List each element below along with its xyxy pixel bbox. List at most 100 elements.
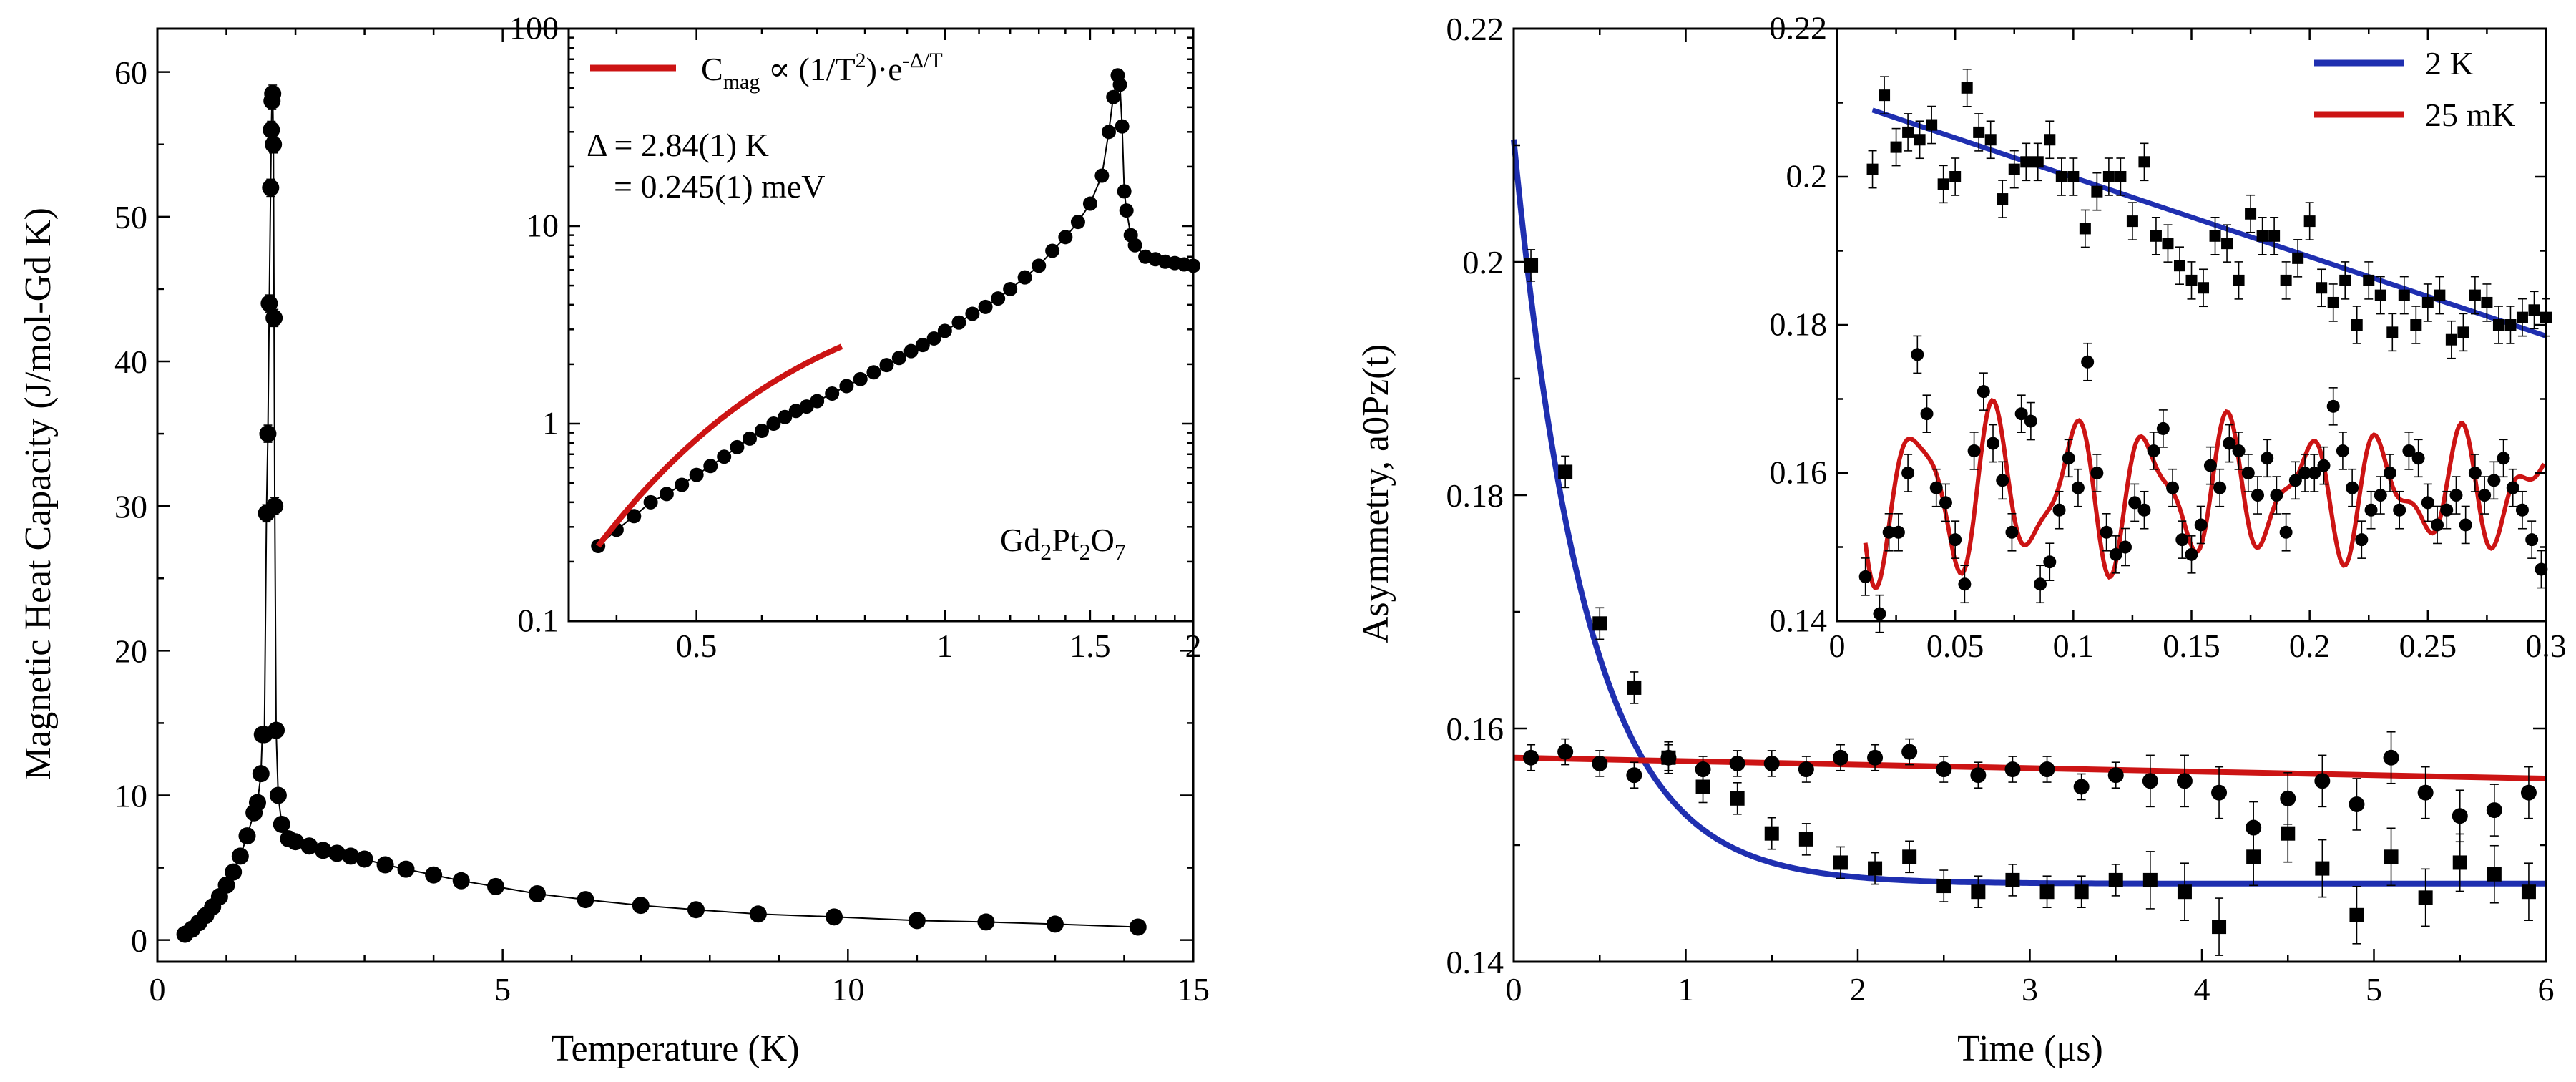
- x-tick-label: 6: [2538, 971, 2555, 1008]
- heat-capacity-point: [328, 844, 346, 862]
- inset-25mk-circle: [1858, 570, 1872, 583]
- inset-data-point: [1082, 196, 1097, 211]
- inset-25mk-circle: [2024, 414, 2037, 428]
- heat-capacity-point: [259, 425, 277, 443]
- x-tick-label: 10: [831, 971, 864, 1008]
- inset-2k-square: [2292, 252, 2304, 264]
- inset-25mk-circle: [1967, 444, 1981, 457]
- heat-capacity-point: [287, 833, 305, 851]
- inset-25mk-circle: [2166, 481, 2180, 494]
- inset-25mk-circle: [2203, 459, 2217, 472]
- inset-data-point: [754, 423, 769, 438]
- inset-data-point: [951, 315, 966, 330]
- y-tick-label: 0.22: [1446, 11, 1504, 47]
- y-tick-label: 10: [114, 778, 147, 814]
- inset-2k-square: [2410, 319, 2422, 331]
- y-tick-label: 0.16: [1446, 711, 1504, 747]
- inset-2k-square: [2374, 289, 2386, 301]
- inset-2k-square: [2316, 282, 2328, 294]
- data-25mk-circle: [2349, 796, 2365, 812]
- left-inset-ticks: 0.5 1 1.5 2 0.1 1 10 100: [509, 10, 1202, 664]
- right-inset-ticks: 0 0.05 0.1 0.15 0.2 0.25 0.3 0.14 0.16 0.18 0.2 0.2…: [1770, 10, 2567, 664]
- data-2k-square: [1798, 832, 1813, 847]
- inset-data-point: [853, 371, 868, 386]
- inset-25mk-circle: [2279, 525, 2293, 539]
- y-tick-label: 1: [542, 405, 559, 442]
- inset-2k-square: [2351, 319, 2363, 331]
- inset-2k-square: [2303, 215, 2316, 228]
- inset-25mk-circle: [2288, 474, 2302, 487]
- heat-capacity-point: [908, 912, 926, 930]
- right-main-data: [1511, 139, 2547, 956]
- x-tick-label: 1.5: [1069, 628, 1111, 664]
- inset-fit-2k-line: [1871, 107, 2547, 338]
- x-tick-label: 4: [2194, 971, 2210, 1008]
- data-25mk-circle: [2246, 819, 2262, 836]
- inset-2k-square: [2055, 171, 2067, 182]
- inset-2k-square: [2492, 319, 2504, 331]
- inset-2k-square: [2268, 230, 2281, 242]
- inset-2k-square: [2445, 333, 2457, 346]
- inset-2k-square: [1997, 193, 2009, 205]
- inset-25mk-circle: [2175, 533, 2189, 547]
- data-2k-square: [1730, 791, 1745, 806]
- inset-2k-square: [2256, 230, 2268, 242]
- x-tick-label: 0.05: [1926, 628, 1984, 664]
- inset-2k-square: [2067, 171, 2080, 182]
- inset-25mk-circle: [2119, 540, 2132, 554]
- x-tick-label: 1: [1678, 971, 1694, 1008]
- data-2k-square: [1627, 680, 1642, 695]
- inset-2k-square: [2363, 274, 2375, 286]
- heat-capacity-point: [376, 856, 394, 874]
- inset-25mk-circle: [2326, 399, 2340, 413]
- inset-2k-square: [2138, 156, 2150, 168]
- inset-2k-square: [2008, 163, 2020, 175]
- inset-2k-square: [2516, 311, 2528, 323]
- inset-25mk-circle: [2402, 444, 2416, 457]
- data-25mk-circle: [2073, 779, 2090, 795]
- y-tick-label: 0.1: [518, 603, 559, 639]
- inset-2k-square: [1926, 119, 1938, 131]
- inset-2k-square: [2221, 238, 2233, 250]
- legend-25mk-label: 25 mK: [2425, 97, 2516, 133]
- inset-25mk-circle: [2100, 525, 2113, 539]
- inset-25mk-circle: [2241, 467, 2255, 479]
- x-tick-label: 0: [1829, 628, 1846, 664]
- heat-capacity-point: [238, 827, 256, 845]
- data-2k-square: [2384, 849, 2399, 864]
- x-tick-label: 0.5: [676, 628, 718, 664]
- inset-25mk-circle: [2374, 489, 2387, 502]
- data-2k-square: [2142, 872, 2158, 887]
- data-2k-square: [2212, 920, 2227, 935]
- x-tick-label: 1: [936, 628, 953, 664]
- inset-data-point: [810, 394, 825, 409]
- inset-25mk-circle: [1939, 496, 1952, 510]
- heat-capacity-point: [265, 135, 283, 153]
- heat-capacity-point: [632, 897, 650, 915]
- inset-fit-curve: [596, 343, 843, 548]
- inset-25mk-circle: [2411, 452, 2425, 465]
- heat-capacity-point: [577, 891, 594, 909]
- data-25mk-circle: [1798, 761, 1814, 778]
- inset-data-point: [903, 343, 919, 359]
- inset-25mk-circle: [1873, 607, 1886, 620]
- inset-2k-square: [2398, 289, 2410, 301]
- inset-25mk-circle: [2355, 533, 2369, 547]
- y-tick-label: 10: [526, 208, 559, 244]
- inset-25mk-circle: [2081, 355, 2095, 369]
- data-25mk-circle: [1901, 744, 1918, 760]
- right-xlabel: Time (μs): [1957, 1028, 2103, 1069]
- inset-data-point: [643, 494, 658, 510]
- inset-25mk-circle: [2270, 489, 2283, 502]
- inset-2k-square: [1949, 171, 1962, 182]
- inset-data-point: [926, 331, 941, 346]
- inset-data-point: [1003, 281, 1018, 296]
- heat-capacity-point: [264, 84, 282, 102]
- heat-capacity-point: [252, 765, 270, 783]
- data-25mk-circle: [2383, 749, 2399, 766]
- heat-capacity-point: [260, 295, 278, 313]
- y-tick-label: 0.16: [1770, 454, 1828, 491]
- inset-2k-square: [2339, 274, 2351, 286]
- data-25mk-circle: [1867, 749, 1884, 766]
